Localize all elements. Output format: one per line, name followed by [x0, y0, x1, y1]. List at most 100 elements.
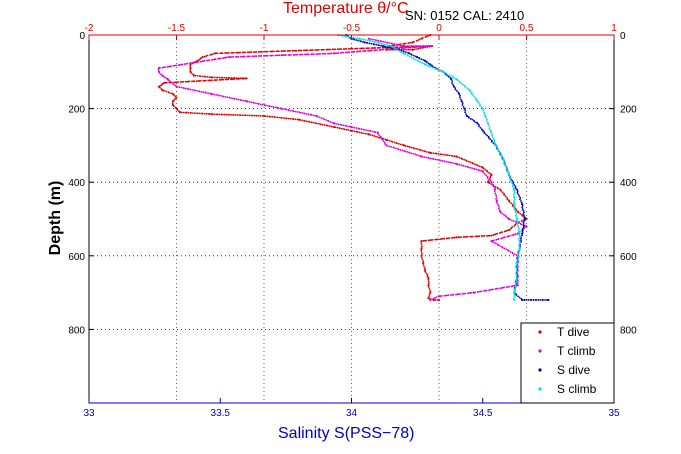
- data-point: [321, 48, 324, 51]
- data-point: [397, 44, 400, 46]
- data-point: [310, 53, 313, 56]
- data-point: [460, 164, 463, 166]
- data-point: [319, 52, 322, 55]
- data-point: [176, 85, 179, 88]
- data-point: [473, 120, 476, 123]
- data-point: [513, 288, 516, 291]
- data-point: [167, 79, 170, 82]
- data-point: [221, 76, 224, 79]
- data-point: [252, 55, 255, 58]
- data-point: [511, 185, 514, 188]
- data-point: [170, 92, 173, 95]
- data-point: [408, 146, 411, 149]
- data-point: [453, 236, 456, 239]
- data-point: [169, 80, 171, 83]
- data-point: [190, 72, 193, 74]
- data-point: [304, 49, 307, 52]
- data-point: [235, 98, 238, 101]
- data-point: [488, 171, 490, 174]
- data-point: [244, 51, 247, 54]
- data-point: [178, 86, 181, 89]
- data-point: [246, 55, 249, 58]
- data-point: [287, 54, 290, 56]
- data-point: [517, 229, 520, 232]
- data-point: [450, 294, 452, 296]
- data-point: [278, 54, 281, 57]
- data-point: [375, 135, 378, 138]
- data-point: [504, 165, 507, 168]
- data-point: [187, 88, 190, 91]
- data-point: [353, 130, 356, 133]
- data-point: [436, 238, 439, 241]
- data-point: [340, 124, 343, 126]
- data-point: [521, 298, 524, 302]
- data-point: [226, 96, 229, 99]
- data-point: [272, 50, 275, 53]
- data-point: [191, 88, 194, 91]
- data-point: [470, 291, 473, 294]
- data-point: [516, 282, 519, 285]
- data-point: [460, 82, 463, 85]
- data-point: [386, 46, 389, 49]
- data-point: [266, 54, 269, 57]
- data-point: [332, 52, 336, 55]
- data-point: [180, 86, 183, 89]
- data-point: [219, 52, 221, 55]
- data-point: [363, 41, 366, 44]
- y-tick-label-left: 400: [68, 178, 85, 189]
- data-point: [264, 54, 267, 57]
- data-point: [454, 88, 457, 91]
- data-point: [290, 109, 292, 112]
- data-point: [426, 61, 428, 64]
- data-point: [177, 64, 180, 67]
- data-point: [278, 116, 280, 119]
- data-point: [517, 193, 520, 196]
- data-point: [432, 152, 435, 155]
- data-point: [513, 191, 516, 194]
- data-point: [434, 158, 437, 161]
- data-point: [404, 150, 407, 153]
- data-point: [362, 38, 365, 41]
- data-point: [425, 64, 428, 66]
- data-point: [410, 53, 413, 56]
- data-point: [354, 37, 357, 40]
- data-point: [429, 65, 432, 68]
- data-point: [484, 133, 487, 136]
- data-point: [280, 50, 283, 53]
- data-point: [468, 116, 470, 119]
- data-point: [275, 106, 278, 109]
- data-point: [387, 44, 390, 47]
- data-point: [292, 118, 295, 121]
- data-point: [192, 112, 194, 114]
- data-point: [407, 46, 409, 49]
- data-point: [487, 137, 490, 139]
- legend-label: S climb: [557, 382, 597, 396]
- data-point: [404, 53, 407, 56]
- data-point: [301, 53, 304, 56]
- data-point: [475, 98, 477, 101]
- data-point: [498, 209, 501, 211]
- data-point: [486, 122, 490, 125]
- data-point: [251, 114, 253, 117]
- data-point: [363, 128, 365, 131]
- data-point: [220, 52, 223, 55]
- data-point: [183, 87, 185, 90]
- data-point: [296, 111, 299, 113]
- data-point: [187, 111, 190, 114]
- data-point: [173, 105, 175, 108]
- data-point: [469, 292, 472, 294]
- data-point: [307, 53, 310, 56]
- data-point: [434, 67, 437, 70]
- data-point: [199, 60, 202, 63]
- data-point: [501, 191, 504, 194]
- data-point: [509, 178, 512, 181]
- data-point: [503, 230, 506, 233]
- data-point: [471, 235, 474, 238]
- data-point: [429, 239, 431, 242]
- data-point: [428, 288, 431, 290]
- data-point: [230, 113, 233, 116]
- data-point: [513, 188, 516, 191]
- data-point: [274, 54, 277, 57]
- data-point: [478, 169, 480, 172]
- data-point: [229, 78, 232, 81]
